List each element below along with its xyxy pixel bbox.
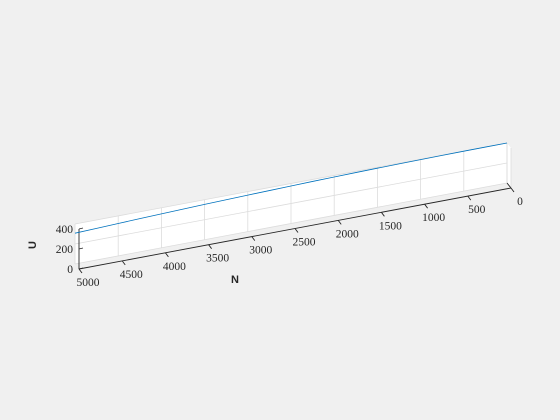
x-tick-label: 3500 xyxy=(206,253,229,265)
plot-area xyxy=(74,142,508,234)
x-tick-label: 5000 xyxy=(77,277,100,289)
x-tick xyxy=(510,187,515,193)
x-tick-label: 0 xyxy=(517,196,523,208)
x-tick xyxy=(208,244,212,249)
x-tick xyxy=(78,268,83,274)
x-tick xyxy=(337,220,342,225)
z-tick-label: 400 xyxy=(56,224,74,236)
z-tick xyxy=(78,227,84,230)
axes-ticks: 0500100015002000250030003500400045005000… xyxy=(56,187,523,289)
x-tick xyxy=(467,195,472,201)
x-tick-label: 3000 xyxy=(249,245,272,257)
x-tick xyxy=(121,260,126,266)
x-tick xyxy=(165,252,169,258)
x-tick-label: 1000 xyxy=(422,212,445,224)
x-tick xyxy=(381,212,385,217)
x-tick-label: 4500 xyxy=(120,269,143,281)
series-line xyxy=(74,142,508,234)
z-gridline xyxy=(74,182,508,265)
x-tick-label: 4000 xyxy=(163,261,186,273)
y-axis-line xyxy=(506,182,512,189)
x-tick-label: 2500 xyxy=(293,237,316,249)
z-gridline xyxy=(74,162,508,245)
z-tick-label: 200 xyxy=(56,244,74,256)
x-tick xyxy=(251,236,256,241)
x-axis-label: N xyxy=(231,274,239,286)
z-tick xyxy=(78,267,84,270)
axes-gridlines xyxy=(74,142,512,265)
z-tick-label: 0 xyxy=(67,264,73,276)
z-axis-label: U xyxy=(27,241,39,249)
side-wall xyxy=(507,143,511,188)
z-tick xyxy=(78,247,84,250)
x-tick-label: 1500 xyxy=(379,220,402,232)
x-tick-label: 500 xyxy=(468,204,486,216)
x-tick xyxy=(424,203,428,209)
x-tick xyxy=(294,228,299,233)
x-tick-label: 2000 xyxy=(336,228,359,240)
